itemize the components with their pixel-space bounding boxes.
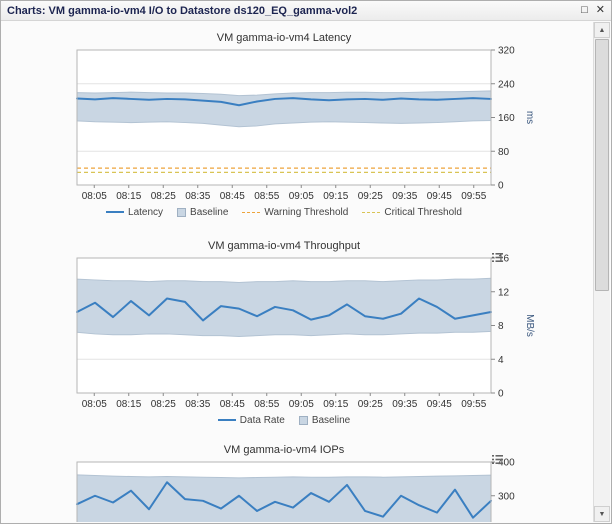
- legend-warning-label: Warning Threshold: [264, 206, 349, 218]
- svg-text:09:55: 09:55: [461, 191, 486, 202]
- svg-text:0: 0: [498, 389, 504, 400]
- legend-warning-threshold: Warning Threshold: [242, 207, 348, 218]
- svg-text:08:25: 08:25: [151, 399, 176, 410]
- legend-critical-label: Critical Threshold: [384, 206, 462, 218]
- svg-text:09:45: 09:45: [427, 191, 452, 202]
- svg-text:09:15: 09:15: [323, 191, 348, 202]
- svg-text:240: 240: [498, 79, 515, 90]
- vertical-scrollbar[interactable]: ▲ ▼: [593, 22, 610, 522]
- svg-text:08:45: 08:45: [220, 191, 245, 202]
- svg-text:09:05: 09:05: [289, 399, 314, 410]
- svg-text:08:35: 08:35: [185, 191, 210, 202]
- legend-baseline-2: Baseline: [298, 414, 351, 426]
- latency-chart-legend: Latency Baseline Warning Threshold Criti…: [77, 204, 491, 220]
- svg-text:08:55: 08:55: [254, 399, 279, 410]
- svg-text:09:35: 09:35: [392, 399, 417, 410]
- latency-chart-plot: 0 80 160 240 320 ms 08:05 08:15 08:25 08:35 08:45 0…: [76, 46, 535, 202]
- scroll-down-icon[interactable]: ▼: [594, 506, 610, 522]
- svg-text:08:15: 08:15: [116, 191, 141, 202]
- svg-text:08:05: 08:05: [82, 399, 107, 410]
- svg-text:ms: ms: [524, 111, 535, 124]
- legend-baseline: Baseline: [177, 207, 228, 218]
- scroll-up-icon[interactable]: ▲: [594, 22, 610, 38]
- svg-text:09:15: 09:15: [323, 399, 348, 410]
- close-icon[interactable]: ✕: [595, 4, 605, 16]
- legend-critical-threshold: Critical Threshold: [362, 207, 462, 218]
- svg-text:08:45: 08:45: [220, 399, 245, 410]
- latency-chart-title: VM gamma-io-vm4 Latency: [216, 32, 352, 44]
- throughput-chart-block: VM gamma-io-vm4 Throughput 0 4 8 12 16 MB/s 08…: [2, 238, 593, 428]
- chart-options-icon[interactable]: [491, 453, 504, 466]
- chart-options-icon[interactable]: [491, 251, 504, 264]
- throughput-chart-plot: 0 4 8 12 16 MB/s 08:05 08:15 08:25 08:35 08:45 08:5…: [76, 254, 535, 410]
- svg-text:09:45: 09:45: [427, 399, 452, 410]
- warning-dash-swatch: [242, 211, 261, 213]
- maximize-icon[interactable]: □: [581, 4, 588, 16]
- latency-line-swatch: [106, 211, 125, 213]
- iops-chart-title: VM gamma-io-vm4 IOPs: [223, 444, 345, 456]
- legend-baseline-label: Baseline: [190, 206, 229, 218]
- svg-text:08:35: 08:35: [185, 399, 210, 410]
- svg-text:09:25: 09:25: [358, 399, 383, 410]
- legend-latency-label: Latency: [128, 206, 164, 218]
- svg-text:09:25: 09:25: [358, 191, 383, 202]
- data-rate-line-swatch: [217, 419, 236, 421]
- svg-text:12: 12: [498, 287, 510, 298]
- svg-text:08:15: 08:15: [116, 399, 141, 410]
- legend-baseline-2-label: Baseline: [311, 414, 351, 426]
- svg-text:80: 80: [498, 147, 510, 158]
- charts-panel: VM gamma-io-vm4 Latency 0 80 160 240 320 ms 08…: [2, 22, 593, 522]
- svg-text:08:25: 08:25: [151, 191, 176, 202]
- svg-text:09:35: 09:35: [392, 191, 417, 202]
- svg-text:160: 160: [498, 113, 515, 124]
- legend-latency: Latency: [106, 207, 163, 218]
- iops-chart-block: VM gamma-io-vm4 IOPs 010020030040008:050…: [2, 442, 593, 522]
- svg-text:08:05: 08:05: [82, 191, 107, 202]
- baseline-box-swatch: [177, 207, 187, 217]
- critical-dash-swatch: [362, 211, 381, 213]
- svg-text:16: 16: [498, 254, 510, 265]
- svg-text:09:05: 09:05: [289, 191, 314, 202]
- scrollbar-thumb[interactable]: [595, 39, 609, 291]
- iops-chart-plot: 010020030040008:0508:1508:2508:3508:4508…: [76, 458, 515, 522]
- svg-text:08:55: 08:55: [254, 191, 279, 202]
- svg-text:300: 300: [498, 491, 515, 502]
- throughput-chart-title: VM gamma-io-vm4 Throughput: [207, 240, 361, 252]
- legend-data-rate: Data Rate: [217, 414, 285, 426]
- legend-data-rate-label: Data Rate: [239, 414, 285, 426]
- svg-text:400: 400: [498, 458, 515, 469]
- window-titlebar: Charts: VM gamma-io-vm4 I/O to Datastore…: [1, 1, 611, 21]
- svg-text:320: 320: [498, 46, 515, 57]
- svg-text:4: 4: [498, 355, 504, 366]
- baseline-box-swatch-2: [298, 415, 308, 425]
- svg-text:MB/s: MB/s: [524, 314, 535, 337]
- latency-chart-block: VM gamma-io-vm4 Latency 0 80 160 240 320 ms 08…: [2, 30, 593, 220]
- window-title: Charts: VM gamma-io-vm4 I/O to Datastore…: [7, 4, 358, 17]
- svg-text:0: 0: [498, 181, 504, 192]
- throughput-chart-legend: Data Rate Baseline: [77, 412, 491, 428]
- svg-text:09:55: 09:55: [461, 399, 486, 410]
- svg-text:8: 8: [498, 321, 504, 332]
